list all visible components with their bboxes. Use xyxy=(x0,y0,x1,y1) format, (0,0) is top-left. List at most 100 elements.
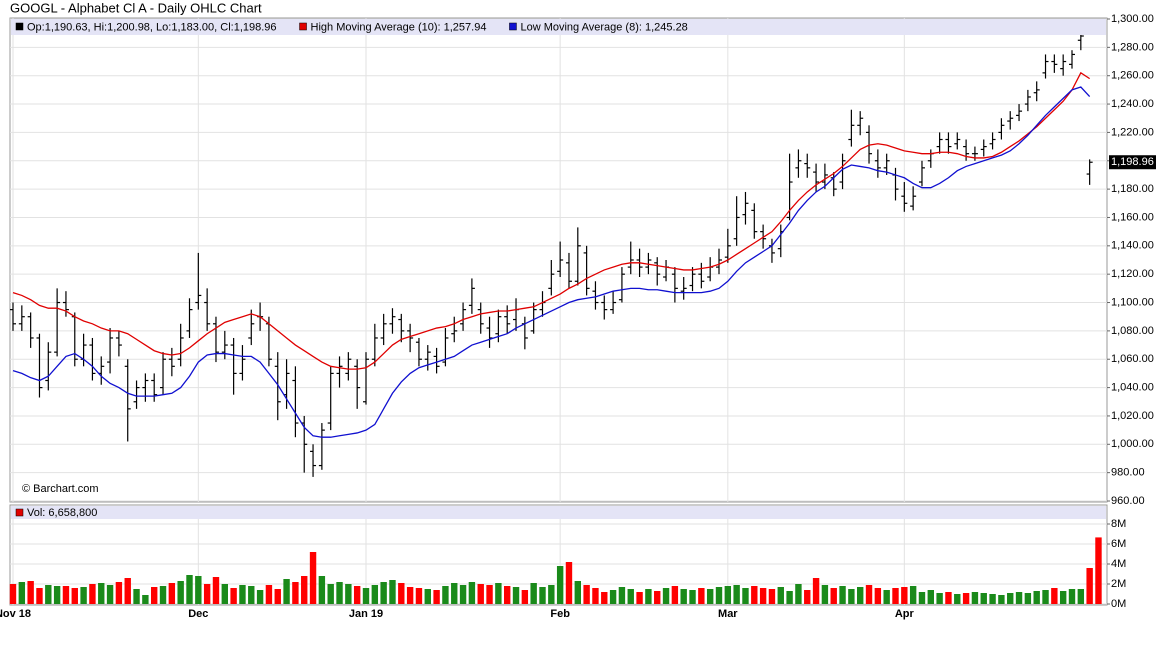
volume-bar xyxy=(292,582,299,604)
last-price-label: 1,198.96 xyxy=(1111,156,1154,168)
volume-bar xyxy=(627,589,634,604)
volume-bar xyxy=(248,586,255,604)
volume-bar xyxy=(274,589,281,604)
volume-bar xyxy=(442,586,449,604)
legend-swatch xyxy=(15,22,24,31)
volume-bar xyxy=(1033,591,1040,604)
volume-bar xyxy=(654,591,661,604)
volume-bar xyxy=(256,590,264,604)
volume-bar xyxy=(1051,588,1058,604)
volume-bar xyxy=(1077,589,1085,604)
volume-bar xyxy=(380,582,387,604)
volume-bar xyxy=(645,589,652,604)
volume-bar xyxy=(301,576,308,604)
volume-bar xyxy=(195,576,202,604)
volume-bar xyxy=(477,584,484,604)
moving-average-line xyxy=(12,86,1091,438)
volume-bar xyxy=(751,586,758,604)
volume-bar xyxy=(742,588,749,604)
volume-bar xyxy=(512,587,520,604)
volume-bar xyxy=(239,585,246,604)
volume-bar xyxy=(857,587,864,604)
volume-bar xyxy=(733,585,740,604)
legend-swatch xyxy=(299,22,307,31)
volume-bar xyxy=(698,588,705,604)
volume-bar xyxy=(362,588,370,604)
volume-bar xyxy=(521,590,529,604)
volume-bar xyxy=(927,590,934,604)
price-panel xyxy=(9,17,1108,503)
volume-bar xyxy=(283,579,290,604)
volume-bar xyxy=(980,593,987,604)
volume-bar xyxy=(609,590,617,604)
volume-bar xyxy=(971,592,979,604)
y-tick-label: 0M xyxy=(1111,598,1126,610)
volume-bar xyxy=(151,587,158,604)
volume-bar xyxy=(883,590,890,604)
volume-bar xyxy=(865,585,873,604)
volume-bar xyxy=(71,588,78,604)
volume-bar xyxy=(230,588,237,604)
x-tick-label: Mar xyxy=(718,608,738,620)
volume-bar xyxy=(336,582,343,604)
volume-bar xyxy=(89,584,96,604)
volume-bar xyxy=(945,592,952,604)
volume-bar xyxy=(177,581,184,604)
volume-bar xyxy=(548,585,555,604)
volume-bar xyxy=(777,587,784,604)
volume-bar xyxy=(662,588,670,604)
volume-bar xyxy=(989,594,996,604)
volume-bar xyxy=(892,588,899,604)
y-tick-label: 980.00 xyxy=(1111,467,1145,479)
volume-bar xyxy=(1042,590,1049,604)
overlay: © Barchart.com 960.00 980.00 1,000.00 1,020… xyxy=(0,13,1156,620)
volume-bar xyxy=(451,583,458,604)
volume-bar xyxy=(142,595,149,604)
volume-bar xyxy=(265,585,273,604)
y-tick-label: 1,100.00 xyxy=(1111,296,1154,308)
volume-bar xyxy=(1007,593,1014,604)
volume-bar xyxy=(539,587,546,604)
last-price-box xyxy=(1109,155,1156,170)
volume-bar xyxy=(689,590,696,604)
y-tick-label: 1,300.00 xyxy=(1111,13,1154,25)
y-tick-label: 1,140.00 xyxy=(1111,240,1154,252)
volume-bar xyxy=(530,583,537,604)
volume-bar xyxy=(848,589,855,604)
x-tick-label: Feb xyxy=(550,608,570,620)
y-tick-label: 1,180.00 xyxy=(1111,183,1154,195)
volume-bar xyxy=(318,576,326,604)
volume-bar xyxy=(168,583,176,604)
y-tick-label: 8M xyxy=(1111,518,1126,530)
y-tick-label: 1,240.00 xyxy=(1111,98,1154,110)
y-tick-label: 1,220.00 xyxy=(1111,126,1154,138)
y-tick-label: 1,020.00 xyxy=(1111,410,1154,422)
y-tick-label: 1,060.00 xyxy=(1111,353,1154,365)
volume-bar xyxy=(203,584,211,604)
volume-bar xyxy=(353,586,361,604)
volume-bar xyxy=(486,585,493,604)
marks xyxy=(9,23,1102,604)
volume-bar xyxy=(221,584,228,604)
volume-bar xyxy=(9,584,17,604)
y-tick-label: 6M xyxy=(1111,538,1126,550)
volume-bar xyxy=(212,577,220,604)
y-tick-label: 4M xyxy=(1111,558,1126,570)
chart-title: GOOGL - Alphabet Cl A - Daily OHLC Chart xyxy=(10,0,262,15)
volume-bar xyxy=(962,593,970,604)
x-tick-label: Dec xyxy=(188,608,208,620)
volume-bar xyxy=(468,582,476,604)
volume-bar xyxy=(601,592,608,604)
legend-band xyxy=(11,19,1106,35)
volume-bar xyxy=(786,591,793,604)
y-tick-label: 1,040.00 xyxy=(1111,381,1154,393)
volume-bar xyxy=(618,587,626,604)
volume-bar xyxy=(45,585,52,604)
volume-bar xyxy=(98,583,105,604)
y-tick-label: 960.00 xyxy=(1111,495,1145,507)
y-tick-label: 2M xyxy=(1111,578,1126,590)
volume-bar xyxy=(495,583,502,604)
volume-bar xyxy=(62,586,70,604)
legend-label: Op:1,190.63, Hi:1,200.98, Lo:1,183.00, C… xyxy=(27,21,277,33)
